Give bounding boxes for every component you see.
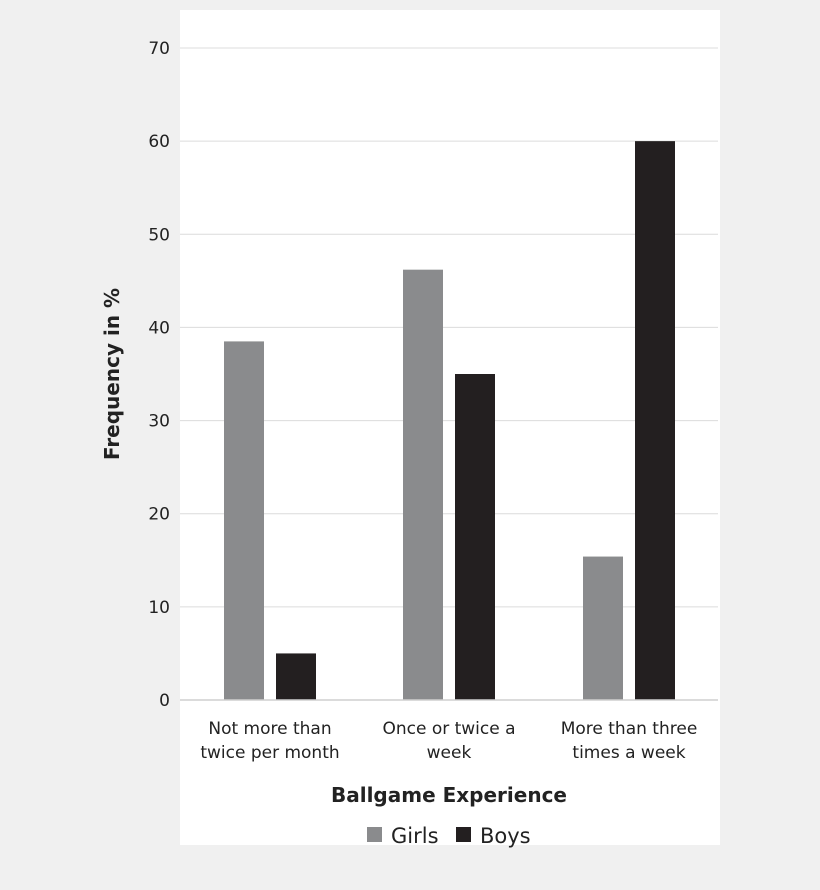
legend-swatch-girls: [367, 827, 382, 842]
y-tick-label: 0: [159, 691, 170, 711]
x-category-label: times a week: [572, 743, 685, 763]
legend-swatch-boys: [456, 827, 471, 842]
bar-boys-0: [276, 653, 316, 700]
x-axis-categories: Not more than twice per month Once or twic…: [200, 719, 697, 763]
y-tick-label: 40: [148, 318, 170, 338]
x-category-label: Once or twice a: [382, 719, 515, 739]
legend-label-boys: Boys: [480, 824, 531, 848]
legend-label-girls: Girls: [391, 824, 439, 848]
y-tick-label: 10: [148, 598, 170, 618]
x-category-label: More than three: [561, 719, 698, 739]
bars: [224, 141, 675, 701]
x-category-label: week: [427, 743, 472, 763]
y-tick-label: 60: [148, 132, 170, 152]
x-category-label: Not more than: [208, 719, 331, 739]
legend: Girls Boys: [367, 824, 531, 848]
bar-girls-2: [583, 556, 623, 700]
y-tick-label: 20: [148, 505, 170, 525]
y-axis-ticks: 0 10 20 30 40 50 60 70: [148, 39, 170, 711]
bar-boys-2: [635, 141, 675, 701]
x-category-label: twice per month: [200, 743, 339, 763]
bar-girls-1: [403, 269, 443, 700]
y-tick-label: 70: [148, 39, 170, 59]
x-axis-title: Ballgame Experience: [331, 783, 567, 807]
bar-girls-0: [224, 341, 264, 700]
gridlines: [180, 47, 718, 608]
y-axis-title: Frequency in %: [100, 288, 124, 460]
y-tick-label: 50: [148, 225, 170, 245]
plot-panel: [180, 10, 720, 845]
bar-boys-1: [455, 374, 495, 700]
y-tick-label: 30: [148, 412, 170, 432]
